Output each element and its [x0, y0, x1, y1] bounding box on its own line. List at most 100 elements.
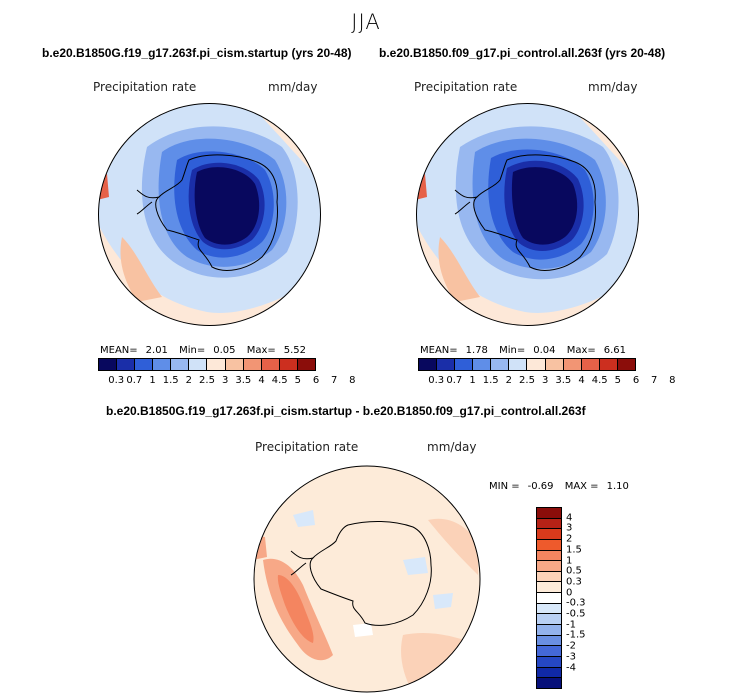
diff-colorbar-swatch	[537, 678, 561, 688]
diff-colorbar-swatch	[537, 571, 561, 583]
right-colorbar-tick-label: 3	[541, 375, 549, 386]
left-colorbar-swatch	[243, 359, 262, 370]
right-colorbar-tick-label: 0.3	[428, 375, 445, 386]
diff-precip-map	[253, 465, 481, 693]
right-colorbar-tick-label: 1	[469, 375, 476, 386]
right-colorbar-labels: 0.3 0.7 1 1.5 2 2.5 3 3.5 4 4.5 5 6 7 8	[418, 375, 675, 387]
diff-colorbar-swatch	[537, 625, 561, 636]
left-colorbar-swatch	[225, 359, 244, 370]
diff-colorbar-swatch	[537, 582, 561, 594]
left-colorbar-tick-label: 4	[258, 375, 265, 386]
diff-colorbar-swatch	[537, 539, 561, 551]
right-colorbar-tick-label: 1.5	[482, 375, 499, 386]
left-colorbar-tick-label: 2	[185, 375, 193, 386]
left-colorbar-swatch	[297, 359, 315, 370]
right-colorbar-tick-label: 8	[669, 375, 676, 386]
left-mean-label: MEAN=	[100, 345, 138, 356]
right-colorbar-swatch	[491, 359, 510, 370]
left-stats: MEAN= 2.01 Min= 0.05 Max= 5.52	[100, 345, 314, 356]
diff-max-label: MAX =	[564, 481, 599, 492]
left-colorbar-tick-label: 3	[221, 375, 229, 386]
diff-colorbar	[536, 507, 562, 689]
left-panel-title: b.e20.B1850G.f19_g17.263f.pi_cism.startu…	[42, 46, 352, 60]
right-colorbar-swatch	[455, 359, 474, 370]
right-colorbar-swatch	[527, 359, 546, 370]
right-colorbar-tick-label: 7	[650, 375, 658, 386]
right-variable-label: Precipitation rate	[414, 80, 518, 94]
diff-variable-label: Precipitation rate	[255, 440, 359, 454]
right-colorbar-tick-label: 6	[632, 375, 640, 386]
diff-colorbar-tick-label: 2	[566, 533, 573, 545]
diff-colorbar-tick-label: -0.5	[566, 608, 586, 620]
diff-colorbar-tick-label: -2	[566, 640, 576, 652]
right-panel-title: b.e20.B1850.f09_g17.pi_control.all.263f …	[379, 46, 666, 60]
left-colorbar-swatch	[261, 359, 280, 370]
diff-colorbar-swatch	[537, 635, 561, 647]
right-colorbar-swatch	[563, 359, 582, 370]
left-colorbar-swatch	[171, 359, 190, 370]
right-min-label: Min=	[499, 345, 526, 356]
right-units-label: mm/day	[588, 80, 638, 94]
left-colorbar-tick-label: 3.5	[235, 375, 252, 386]
diff-colorbar-tick-label: 0	[566, 587, 573, 599]
left-colorbar-swatch	[207, 359, 226, 370]
diff-colorbar-swatch	[537, 561, 561, 572]
diff-colorbar-swatch	[537, 593, 561, 604]
left-colorbar-tick-label: 6	[312, 375, 320, 386]
right-colorbar-swatch	[617, 359, 635, 370]
left-variable-label: Precipitation rate	[93, 80, 197, 94]
right-stats: MEAN= 1.78 Min= 0.04 Max= 6.61	[420, 345, 634, 356]
diff-colorbar-tick-label: -1.5	[566, 629, 586, 641]
diff-max-value: 1.10	[606, 481, 629, 492]
left-colorbar-labels: 0.3 0.7 1 1.5 2 2.5 3 3.5 4 4.5 5 6 7 8	[98, 375, 355, 387]
right-max-label: Max=	[566, 345, 596, 356]
diff-colorbar-swatch	[537, 508, 561, 519]
right-colorbar-swatch	[419, 359, 438, 370]
left-mean-value: 2.01	[145, 345, 168, 356]
right-colorbar-tick-label: 0.7	[446, 375, 463, 386]
right-colorbar-tick-label: 4	[578, 375, 585, 386]
left-min-value: 0.05	[213, 345, 236, 356]
diff-colorbar-swatch	[537, 656, 561, 668]
diff-colorbar-tick-label: -0.3	[566, 597, 586, 609]
season-title: JJA	[351, 10, 381, 34]
diff-colorbar-tick-label: -1	[566, 619, 576, 631]
diff-colorbar-tick-label: 0.5	[566, 565, 582, 577]
diff-colorbar-tick-label: -4	[566, 662, 576, 674]
left-colorbar-tick-label: 8	[349, 375, 356, 386]
right-min-value: 0.04	[533, 345, 556, 356]
left-colorbar-tick-label: 1	[149, 375, 156, 386]
left-colorbar-swatch	[189, 359, 208, 370]
left-min-label: Min=	[179, 345, 206, 356]
right-colorbar-tick-label: 5	[614, 375, 622, 386]
right-colorbar-tick-label: 2	[505, 375, 513, 386]
left-units-label: mm/day	[268, 80, 318, 94]
left-colorbar-tick-label: 4.5	[271, 375, 288, 386]
left-colorbar-swatch	[135, 359, 154, 370]
left-max-value: 5.52	[283, 345, 307, 356]
left-colorbar-swatch	[153, 359, 172, 370]
right-colorbar-swatch	[581, 359, 600, 370]
diff-colorbar-swatch	[537, 518, 561, 530]
left-colorbar-swatch	[117, 359, 136, 370]
left-colorbar-tick-label: 2.5	[199, 375, 215, 386]
diff-colorbar-swatch	[537, 529, 561, 540]
left-colorbar-tick-label: 0.7	[126, 375, 143, 386]
left-precip-map	[98, 103, 321, 326]
left-colorbar-tick-label: 1.5	[162, 375, 179, 386]
diff-colorbar-swatch	[537, 550, 561, 562]
right-mean-label: MEAN=	[420, 345, 458, 356]
diff-colorbar-swatch	[537, 667, 561, 679]
diff-min-label: MIN =	[489, 481, 520, 492]
diff-colorbar-labels: 4 3 2 1.5 1 0.5 0.3 0 -0.3 -0.5 -1 -1.5 -2 -3 -4	[566, 507, 606, 689]
diff-colorbar-tick-label: 0.3	[566, 576, 582, 588]
right-colorbar-swatch	[545, 359, 564, 370]
left-colorbar-tick-label: 7	[330, 375, 338, 386]
diff-colorbar-tick-label: 1.5	[566, 544, 582, 556]
left-colorbar-tick-label: 0.3	[108, 375, 125, 386]
right-colorbar-tick-label: 4.5	[591, 375, 608, 386]
right-colorbar	[418, 358, 636, 371]
right-colorbar-swatch	[509, 359, 528, 370]
right-max-value: 6.61	[603, 345, 627, 356]
diff-colorbar-tick-label: 1	[566, 555, 573, 567]
